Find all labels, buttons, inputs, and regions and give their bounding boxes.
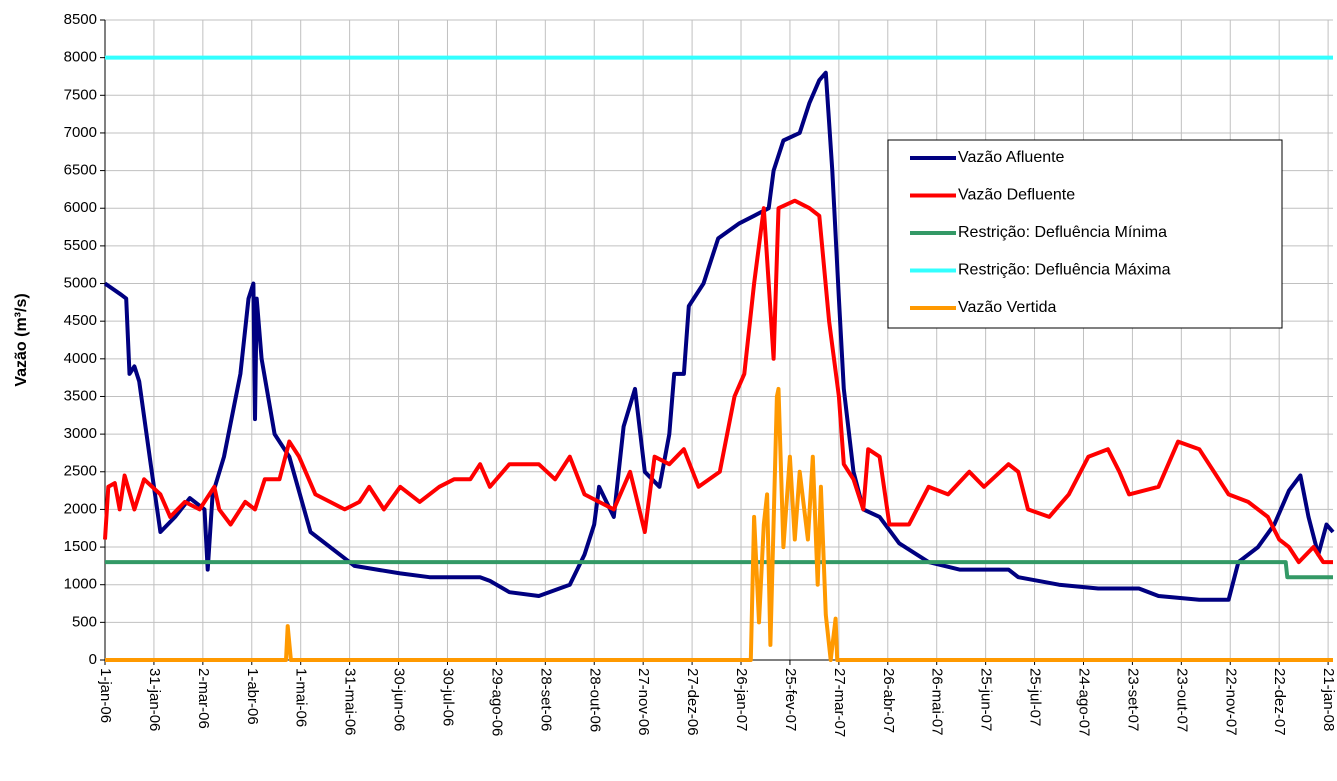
x-tick-label: 30-jun-06	[391, 668, 408, 731]
y-tick-label: 1500	[64, 538, 97, 555]
y-tick-label: 3000	[64, 425, 97, 442]
y-tick-label: 7000	[64, 124, 97, 141]
y-tick-label: 6000	[64, 199, 97, 216]
y-tick-label: 2000	[64, 500, 97, 517]
y-tick-label: 1000	[64, 576, 97, 593]
x-tick-label: 28-out-06	[586, 668, 603, 732]
y-tick-label: 7500	[64, 86, 97, 103]
y-tick-label: 2500	[64, 463, 97, 480]
x-tick-label: 2-mar-06	[195, 668, 212, 729]
y-tick-label: 6500	[64, 162, 97, 179]
x-tick-label: 26-abr-07	[880, 668, 897, 733]
legend-label: Vazão Vertida	[958, 299, 1057, 316]
y-tick-label: 8500	[64, 11, 97, 28]
x-tick-label: 27-mar-07	[831, 668, 848, 737]
x-tick-label: 1-jan-06	[97, 668, 114, 723]
x-tick-label: 30-jul-06	[440, 668, 457, 726]
x-tick-label: 1-abr-06	[244, 668, 261, 725]
x-tick-label: 31-mai-06	[342, 668, 359, 736]
x-tick-label: 1-mai-06	[293, 668, 310, 727]
x-tick-label: 31-jan-06	[146, 668, 163, 731]
x-tick-label: 22-nov-07	[1222, 668, 1239, 736]
y-axis-label: Vazão (m³/s)	[13, 293, 30, 386]
series-line	[103, 198, 1333, 565]
series-line	[105, 386, 1333, 662]
x-tick-label: 25-jul-07	[1027, 668, 1044, 726]
x-tick-label: 28-set-06	[537, 668, 554, 731]
series-line	[103, 70, 1335, 602]
x-tick-label: 25-jun-07	[978, 668, 995, 731]
y-tick-label: 4000	[64, 350, 97, 367]
x-tick-label: 26-mai-07	[929, 668, 946, 736]
x-tick-label: 26-jan-07	[733, 668, 750, 731]
y-tick-label: 4500	[64, 312, 97, 329]
legend-label: Restrição: Defluência Mínima	[958, 224, 1167, 241]
y-tick-label: 3500	[64, 387, 97, 404]
legend-label: Vazão Defluente	[958, 187, 1075, 204]
x-tick-label: 21-jan-08	[1320, 668, 1337, 731]
x-tick-label: 23-out-07	[1173, 668, 1190, 732]
x-tick-label: 24-ago-07	[1076, 668, 1093, 736]
x-tick-label: 22-dez-07	[1271, 668, 1288, 736]
y-tick-label: 5500	[64, 237, 97, 254]
y-tick-label: 8000	[64, 49, 97, 66]
x-tick-label: 27-dez-06	[684, 668, 701, 736]
x-tick-label: 23-set-07	[1124, 668, 1141, 731]
x-tick-label: 29-ago-06	[488, 668, 505, 736]
legend-label: Restrição: Defluência Máxima	[958, 262, 1171, 279]
x-tick-label: 27-nov-06	[635, 668, 652, 736]
y-tick-label: 500	[72, 613, 97, 630]
y-tick-label: 0	[89, 651, 97, 668]
y-tick-label: 5000	[64, 274, 97, 291]
x-tick-label: 25-fev-07	[782, 668, 799, 731]
legend-label: Vazão Afluente	[958, 149, 1065, 166]
series-line	[105, 560, 1333, 580]
